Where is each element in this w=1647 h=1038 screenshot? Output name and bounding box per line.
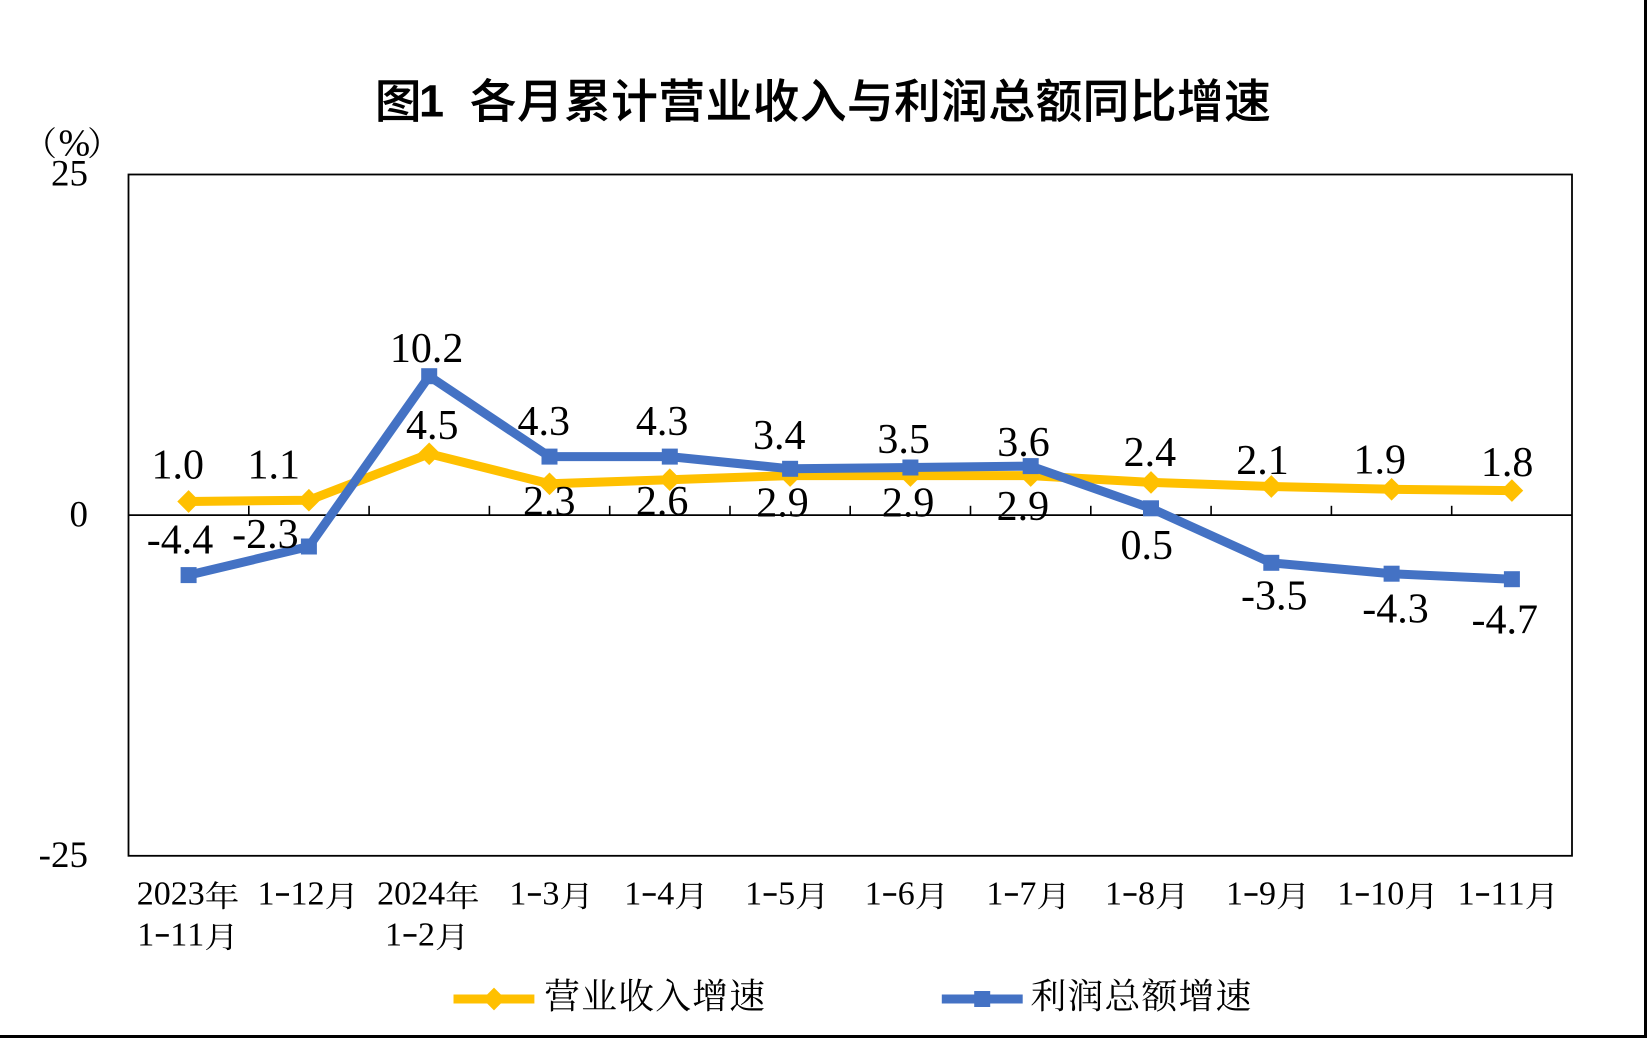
svg-text:2: 2 bbox=[171, 875, 188, 912]
svg-text:1: 1 bbox=[385, 916, 402, 953]
svg-text:0: 0 bbox=[1387, 875, 1404, 912]
svg-text:1: 1 bbox=[291, 875, 308, 912]
svg-text:1: 1 bbox=[137, 916, 154, 953]
svg-text:1: 1 bbox=[1458, 875, 1475, 912]
svg-text:1: 1 bbox=[509, 875, 526, 912]
svg-text:0: 0 bbox=[394, 875, 411, 912]
svg-text:6: 6 bbox=[898, 875, 915, 912]
svg-text:1: 1 bbox=[1370, 875, 1387, 912]
svg-text:25: 25 bbox=[51, 154, 88, 195]
svg-text:3.6: 3.6 bbox=[997, 420, 1050, 466]
svg-text:4.3: 4.3 bbox=[518, 399, 571, 445]
svg-text:1: 1 bbox=[1491, 875, 1508, 912]
svg-text:3.4: 3.4 bbox=[753, 413, 806, 459]
svg-text:1.1: 1.1 bbox=[247, 443, 300, 489]
svg-text:2.1: 2.1 bbox=[1236, 438, 1289, 484]
svg-text:3: 3 bbox=[188, 875, 205, 912]
svg-text:2.6: 2.6 bbox=[636, 479, 689, 525]
svg-text:2: 2 bbox=[137, 875, 154, 912]
svg-text:1: 1 bbox=[865, 875, 882, 912]
svg-text:-4.4: -4.4 bbox=[147, 517, 214, 563]
svg-text:9: 9 bbox=[1259, 875, 1276, 912]
svg-text:2: 2 bbox=[411, 875, 428, 912]
svg-text:-4.3: -4.3 bbox=[1362, 587, 1429, 633]
svg-text:3: 3 bbox=[542, 875, 559, 912]
svg-text:3.5: 3.5 bbox=[877, 417, 930, 463]
svg-text:2.3: 2.3 bbox=[523, 479, 576, 525]
svg-text:8: 8 bbox=[1138, 875, 1155, 912]
svg-text:0.5: 0.5 bbox=[1121, 523, 1174, 569]
svg-text:%: % bbox=[59, 122, 91, 164]
svg-text:0: 0 bbox=[154, 875, 171, 912]
svg-text:10.2: 10.2 bbox=[390, 326, 464, 372]
svg-text:1: 1 bbox=[624, 875, 641, 912]
svg-text:4.3: 4.3 bbox=[636, 399, 689, 445]
svg-text:-4.7: -4.7 bbox=[1472, 597, 1539, 643]
svg-text:2.9: 2.9 bbox=[882, 481, 935, 527]
svg-text:1: 1 bbox=[745, 875, 762, 912]
svg-text:1.0: 1.0 bbox=[151, 443, 204, 489]
svg-text:1: 1 bbox=[1226, 875, 1243, 912]
svg-text:2: 2 bbox=[418, 916, 435, 953]
svg-text:1: 1 bbox=[258, 875, 275, 912]
svg-text:1: 1 bbox=[1337, 875, 1354, 912]
svg-text:1: 1 bbox=[170, 916, 187, 953]
svg-text:2: 2 bbox=[308, 875, 325, 912]
svg-text:2.9: 2.9 bbox=[997, 484, 1050, 530]
svg-text:1: 1 bbox=[1508, 875, 1525, 912]
svg-text:1: 1 bbox=[1105, 875, 1122, 912]
svg-text:1.8: 1.8 bbox=[1481, 440, 1534, 486]
svg-text:-3.5: -3.5 bbox=[1241, 574, 1308, 620]
svg-text:-2.3: -2.3 bbox=[232, 512, 299, 558]
svg-text:1.9: 1.9 bbox=[1354, 437, 1407, 483]
svg-text:4: 4 bbox=[657, 875, 674, 912]
svg-text:5: 5 bbox=[778, 875, 795, 912]
svg-text:2: 2 bbox=[377, 875, 394, 912]
svg-text:1: 1 bbox=[419, 75, 444, 126]
svg-text:1: 1 bbox=[986, 875, 1003, 912]
svg-text:2.4: 2.4 bbox=[1124, 430, 1177, 476]
svg-text:7: 7 bbox=[1019, 875, 1036, 912]
svg-text:0: 0 bbox=[70, 495, 89, 536]
svg-text:4: 4 bbox=[428, 875, 445, 912]
svg-text:-25: -25 bbox=[39, 835, 88, 876]
svg-text:1: 1 bbox=[187, 916, 204, 953]
svg-text:4.5: 4.5 bbox=[406, 403, 459, 449]
svg-text:2.9: 2.9 bbox=[756, 481, 809, 527]
